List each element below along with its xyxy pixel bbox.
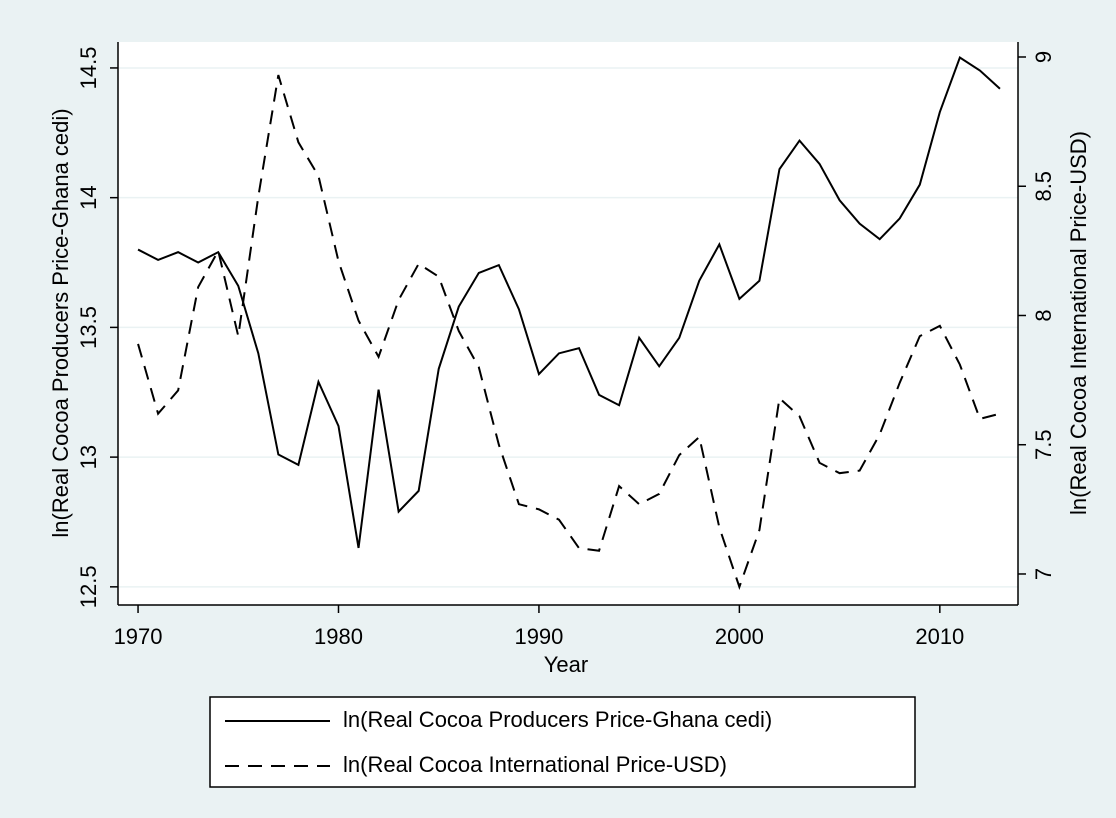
y2-tick-label: 8.5: [1031, 171, 1056, 202]
x-tick-label: 1980: [314, 624, 363, 649]
x-tick-label: 2000: [715, 624, 764, 649]
x-tick-label: 1990: [514, 624, 563, 649]
series-line: [137, 56, 1001, 549]
y-tick-label: 13: [76, 445, 101, 469]
y2-tick-label: 9: [1031, 51, 1056, 63]
x-tick-label: 2010: [915, 624, 964, 649]
y2-tick-label: 7.5: [1031, 429, 1056, 460]
y-tick-label: 12.5: [76, 565, 101, 608]
legend: [209, 696, 916, 788]
y2-tick-label: 8: [1031, 309, 1056, 321]
legend-label: ln(Real Cocoa Producers Price-Ghana cedi…: [343, 707, 772, 732]
plot-area: [118, 42, 1018, 605]
x-tick-label: 1970: [114, 624, 163, 649]
x-axis-label: Year: [544, 652, 588, 677]
y-tick-label: 13.5: [76, 306, 101, 349]
y2-axis-label: ln(Real Cocoa International Price-USD): [1066, 131, 1091, 515]
y2-tick-label: 7: [1031, 568, 1056, 580]
y-tick-label: 14.5: [76, 47, 101, 90]
y-axis-label: ln(Real Cocoa Producers Price-Ghana cedi…: [48, 108, 73, 537]
y-tick-label: 14: [76, 185, 101, 209]
legend-label: ln(Real Cocoa International Price-USD): [343, 752, 727, 777]
